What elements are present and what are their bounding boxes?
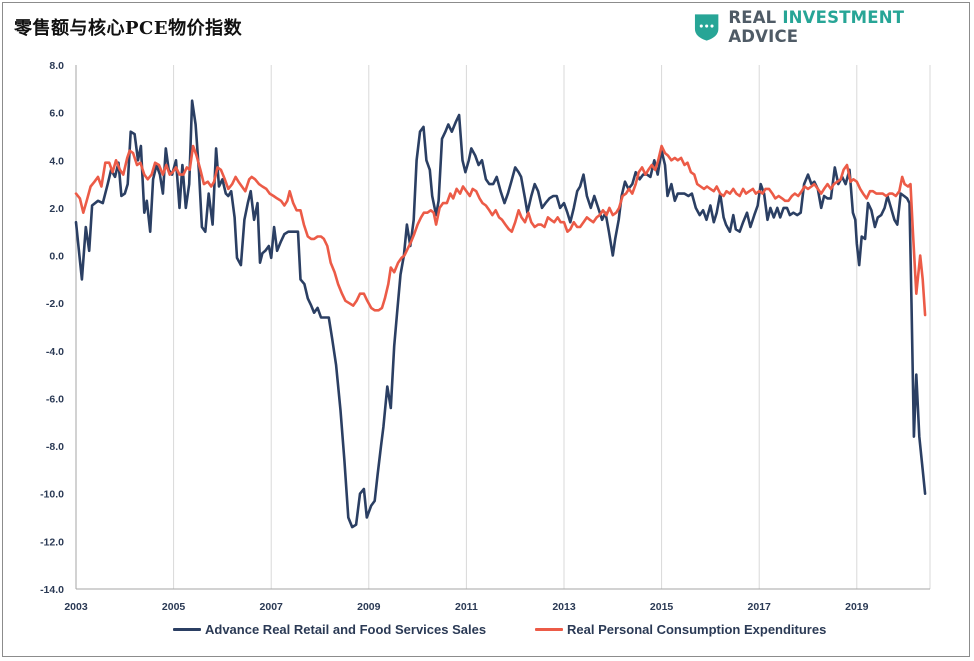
legend-label-pce: Real Personal Consumption Expenditures <box>567 622 827 637</box>
y-tick-label: -2.0 <box>46 298 64 310</box>
y-tick-label: 2.0 <box>49 203 64 215</box>
y-tick-label: -14.0 <box>40 584 64 596</box>
x-tick-label: 2013 <box>552 601 576 613</box>
x-tick-label: 2005 <box>162 601 186 613</box>
y-tick-label: -6.0 <box>46 393 64 405</box>
grid-lines <box>173 65 931 589</box>
series-line-retail-sales <box>74 99 927 529</box>
y-tick-label: -10.0 <box>40 489 64 501</box>
x-axis-ticks: 2003 2005 2007 2009 2011 2013 2015 2017 2019 <box>64 601 868 613</box>
x-tick-label: 2009 <box>357 601 381 613</box>
y-tick-label: 4.0 <box>49 155 64 167</box>
y-tick-label: 8.0 <box>49 60 64 72</box>
legend-swatch-pce <box>535 628 563 631</box>
x-tick-label: 2007 <box>260 601 284 613</box>
brand-word-advice: ADVICE <box>728 27 799 46</box>
brand-word-real: REAL <box>728 8 783 27</box>
x-tick-label: 2017 <box>748 601 772 613</box>
x-tick-label: 2015 <box>650 601 674 613</box>
legend-swatch-retail-sales <box>173 628 201 631</box>
chart-title: 零售额与核心PCE物价指数 <box>14 18 243 39</box>
legend-label-retail-sales: Advance Real Retail and Food Services Sa… <box>205 622 487 637</box>
legend: Advance Real Retail and Food Services Sa… <box>0 622 974 642</box>
y-axis-ticks: 8.0 6.0 4.0 2.0 0.0 -2.0 -4.0 -6.0 -8.0 -10.0 -12.… <box>40 60 64 596</box>
series-line-pce <box>74 144 927 317</box>
y-tick-label: -4.0 <box>46 346 64 358</box>
legend-item-pce: Real Personal Consumption Expenditures <box>535 622 826 637</box>
y-tick-label: 6.0 <box>49 108 64 120</box>
y-tick-label: -8.0 <box>46 441 64 453</box>
legend-item-retail-sales: Advance Real Retail and Food Services Sa… <box>173 622 486 637</box>
x-tick-label: 2003 <box>64 601 88 613</box>
y-tick-label: -12.0 <box>40 536 64 548</box>
shield-dots-icon <box>694 14 719 41</box>
x-tick-label: 2019 <box>845 601 869 613</box>
series-layer <box>74 99 927 529</box>
brand-logo: REAL INVESTMENT ADVICE <box>693 8 974 46</box>
x-tick-label: 2011 <box>455 601 478 613</box>
axes <box>75 65 930 590</box>
brand-word-investment: INVESTMENT <box>782 8 905 27</box>
y-tick-label: 0.0 <box>49 251 64 263</box>
brand-name: REAL INVESTMENT ADVICE <box>728 8 974 46</box>
